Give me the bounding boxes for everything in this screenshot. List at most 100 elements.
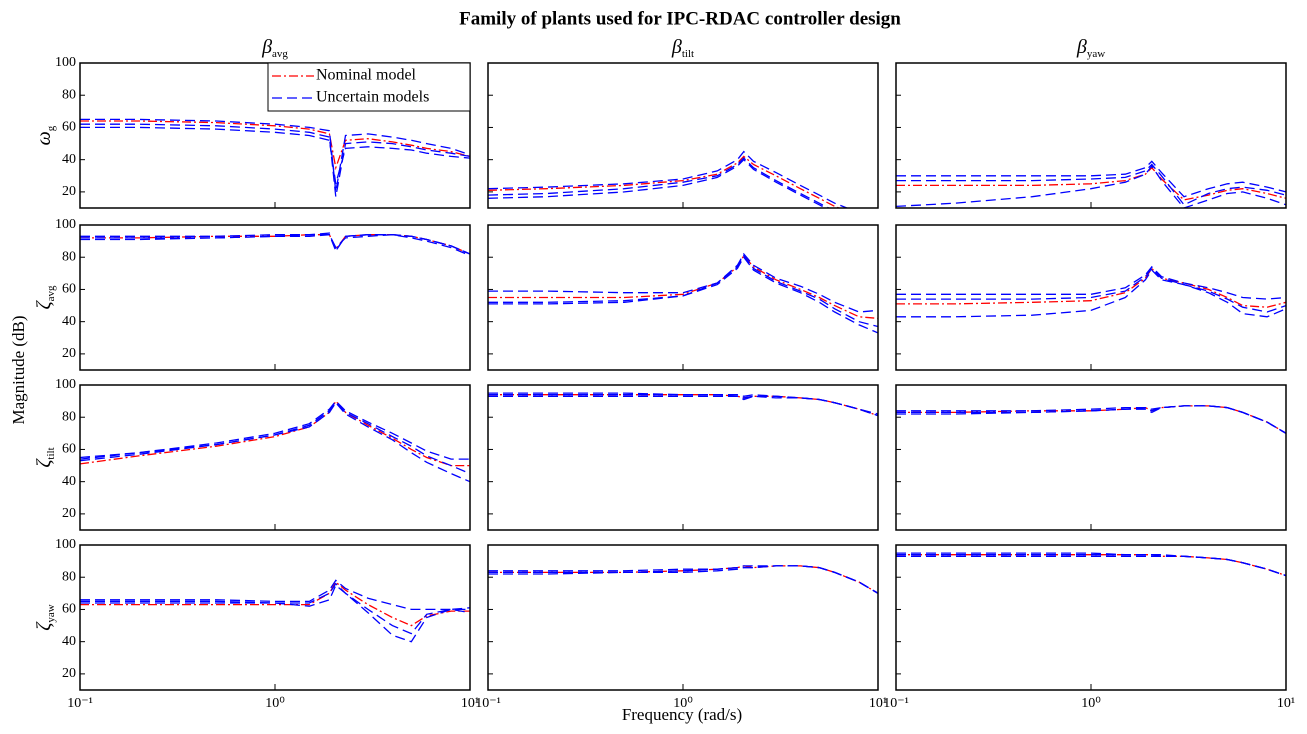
y-tick-label: 60 bbox=[62, 602, 76, 617]
y-tick-label: 40 bbox=[62, 474, 76, 489]
x-tick-label: 10⁻¹ bbox=[475, 696, 501, 711]
series-line bbox=[488, 565, 878, 594]
series-line bbox=[896, 267, 1286, 308]
series-line bbox=[896, 552, 1286, 577]
y-axis-label: Magnitude (dB) bbox=[9, 315, 28, 424]
column-header-symbol: β bbox=[671, 36, 682, 58]
series-line bbox=[896, 405, 1286, 434]
series-line bbox=[80, 400, 470, 460]
legend-label: Uncertain models bbox=[316, 89, 429, 106]
column-header-subscript: yaw bbox=[1087, 48, 1105, 60]
series-line bbox=[896, 405, 1286, 434]
plot-frame bbox=[487, 384, 879, 531]
series-line bbox=[896, 554, 1286, 577]
plot-frame bbox=[895, 544, 1287, 691]
plot-frame bbox=[79, 384, 471, 531]
row-label: ζyaw bbox=[33, 604, 57, 630]
series-line bbox=[80, 401, 470, 483]
x-tick-label: 10¹ bbox=[1277, 696, 1295, 711]
series-line bbox=[488, 256, 878, 334]
row-label-symbol: ω bbox=[33, 131, 55, 145]
series-line bbox=[80, 234, 470, 255]
series-line bbox=[488, 254, 878, 328]
column-header: βyaw bbox=[1076, 36, 1105, 60]
series-line bbox=[80, 584, 470, 643]
x-tick-label: 10¹ bbox=[461, 696, 479, 711]
x-tick-label: 10⁰ bbox=[1081, 696, 1101, 711]
y-tick-label: 40 bbox=[62, 152, 76, 167]
y-tick-label: 100 bbox=[55, 55, 76, 70]
row-label-subscript: tilt bbox=[45, 447, 57, 459]
y-tick-label: 80 bbox=[62, 569, 76, 584]
column-header: βtilt bbox=[671, 36, 694, 60]
x-tick-label: 10⁻¹ bbox=[883, 696, 909, 711]
y-tick-label: 20 bbox=[62, 666, 76, 681]
column-header: βavg bbox=[261, 36, 288, 60]
series-line bbox=[488, 392, 878, 415]
series-line bbox=[896, 163, 1286, 206]
row-label-subscript: avg bbox=[45, 285, 57, 301]
series-line bbox=[488, 155, 841, 208]
series-line bbox=[488, 150, 849, 208]
y-tick-label: 80 bbox=[62, 249, 76, 264]
series-line bbox=[488, 254, 878, 320]
plot-frame bbox=[79, 544, 471, 691]
y-tick-label: 100 bbox=[55, 377, 76, 392]
y-tick-label: 80 bbox=[62, 87, 76, 102]
column-header-subscript: avg bbox=[272, 48, 288, 60]
plot-frame bbox=[487, 544, 879, 691]
series-line bbox=[80, 234, 470, 255]
y-tick-label: 60 bbox=[62, 282, 76, 297]
series-line bbox=[80, 118, 470, 193]
series-line bbox=[896, 164, 1286, 208]
row-label: ζavg bbox=[33, 285, 57, 309]
series-line bbox=[896, 269, 1286, 318]
row-label: ζtilt bbox=[33, 447, 57, 467]
series-line bbox=[896, 265, 1286, 300]
x-tick-label: 10⁰ bbox=[265, 696, 285, 711]
y-tick-label: 40 bbox=[62, 634, 76, 649]
y-tick-label: 100 bbox=[55, 537, 76, 552]
series-line bbox=[488, 394, 878, 417]
legend-label: Nominal model bbox=[316, 67, 417, 84]
row-label-subscript: g bbox=[45, 125, 57, 131]
x-axis-label: Frequency (rad/s) bbox=[622, 705, 742, 724]
series-line bbox=[488, 565, 878, 594]
series-line bbox=[80, 120, 470, 171]
series-line bbox=[896, 405, 1286, 434]
figure-title: Family of plants used for IPC-RDAC contr… bbox=[459, 8, 901, 29]
series-line bbox=[896, 555, 1286, 577]
y-tick-label: 40 bbox=[62, 314, 76, 329]
series-line bbox=[80, 581, 470, 627]
row-label-symbol: ζ bbox=[33, 300, 55, 310]
series-line bbox=[488, 394, 878, 417]
series-line bbox=[80, 579, 470, 611]
x-tick-label: 10⁰ bbox=[673, 696, 693, 711]
row-label-symbol: ζ bbox=[33, 458, 55, 468]
column-header-symbol: β bbox=[261, 36, 272, 58]
plot-frame bbox=[895, 62, 1287, 209]
series-line bbox=[80, 123, 470, 197]
series-line bbox=[488, 565, 878, 594]
y-tick-label: 100 bbox=[55, 217, 76, 232]
plot-frame bbox=[487, 224, 879, 371]
plot-frame bbox=[487, 62, 879, 209]
legend-box bbox=[267, 62, 471, 112]
y-tick-label: 20 bbox=[62, 346, 76, 361]
series-line bbox=[488, 157, 830, 208]
series-line bbox=[896, 267, 1286, 313]
plot-frame bbox=[79, 224, 471, 371]
series-line bbox=[488, 395, 878, 417]
plot-frame bbox=[895, 224, 1287, 371]
series-line bbox=[896, 405, 1286, 434]
row-label-subscript: yaw bbox=[45, 604, 57, 622]
y-tick-label: 60 bbox=[62, 120, 76, 135]
y-tick-label: 20 bbox=[62, 184, 76, 199]
series-line bbox=[80, 126, 470, 184]
series-line bbox=[896, 554, 1286, 577]
row-label: ωg bbox=[33, 125, 57, 145]
x-tick-label: 10⁻¹ bbox=[67, 696, 93, 711]
y-tick-label: 60 bbox=[62, 442, 76, 457]
row-label-symbol: ζ bbox=[33, 621, 55, 631]
